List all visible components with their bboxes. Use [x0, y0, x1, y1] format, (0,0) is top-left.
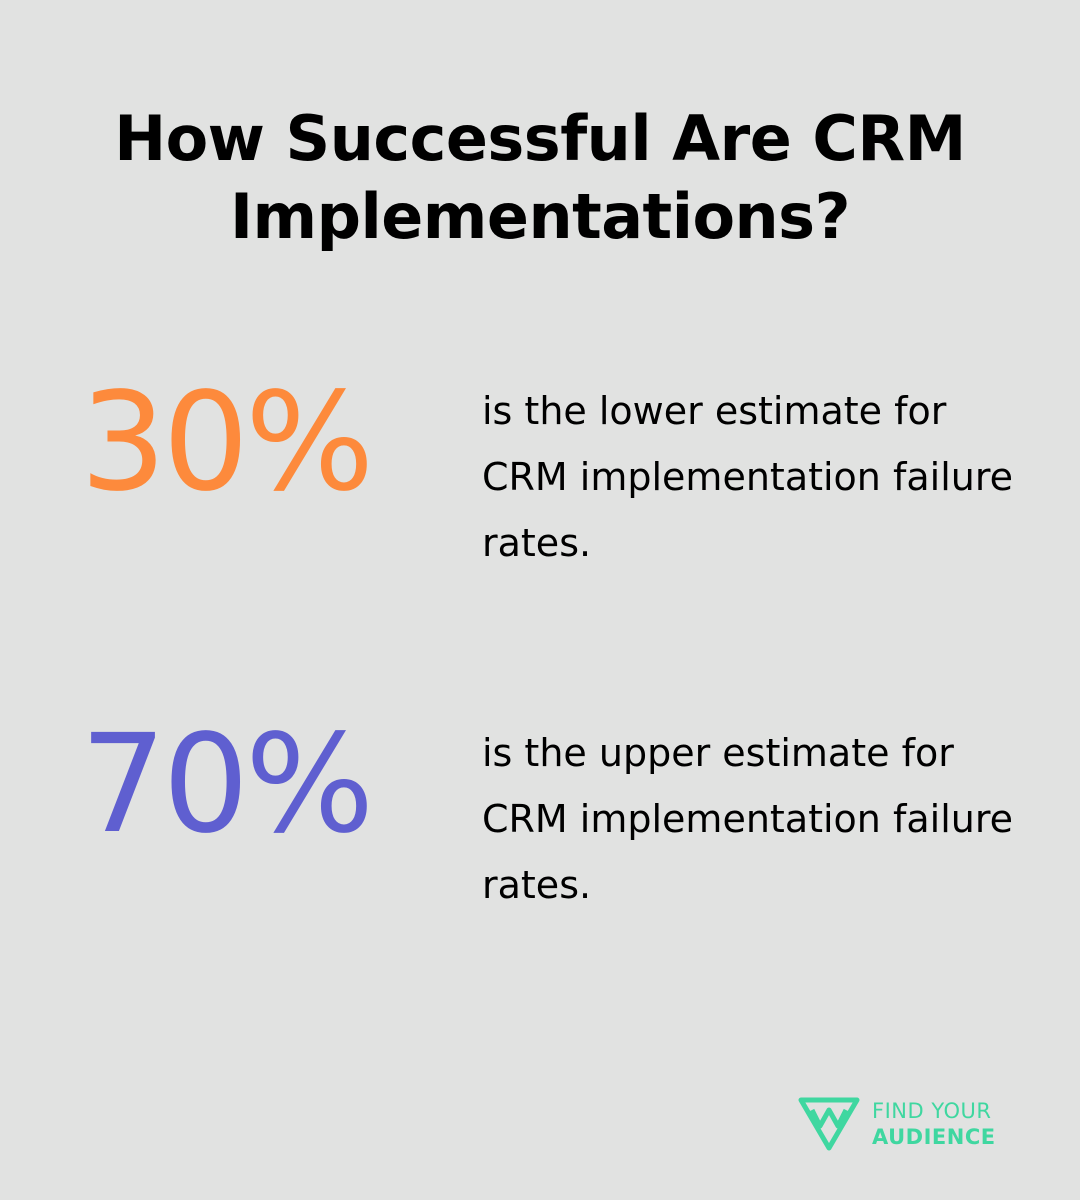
brand-logo: FIND YOUR AUDIENCE: [798, 1094, 1028, 1154]
brand-name-line1: FIND YOUR: [872, 1099, 992, 1123]
page-title: How Successful Are CRM Implementations?: [114, 102, 966, 253]
brand-name-line2: AUDIENCE: [872, 1125, 996, 1149]
stat-value: 30%: [80, 364, 374, 522]
find-your-audience-logo-icon: [798, 1097, 860, 1151]
brand-name: FIND YOUR AUDIENCE: [872, 1098, 996, 1150]
stat-description: is the upper estimate for CRM implementa…: [482, 731, 1013, 907]
stat-value: 70%: [80, 706, 374, 864]
stat-description: is the lower estimate for CRM implementa…: [482, 389, 1013, 565]
